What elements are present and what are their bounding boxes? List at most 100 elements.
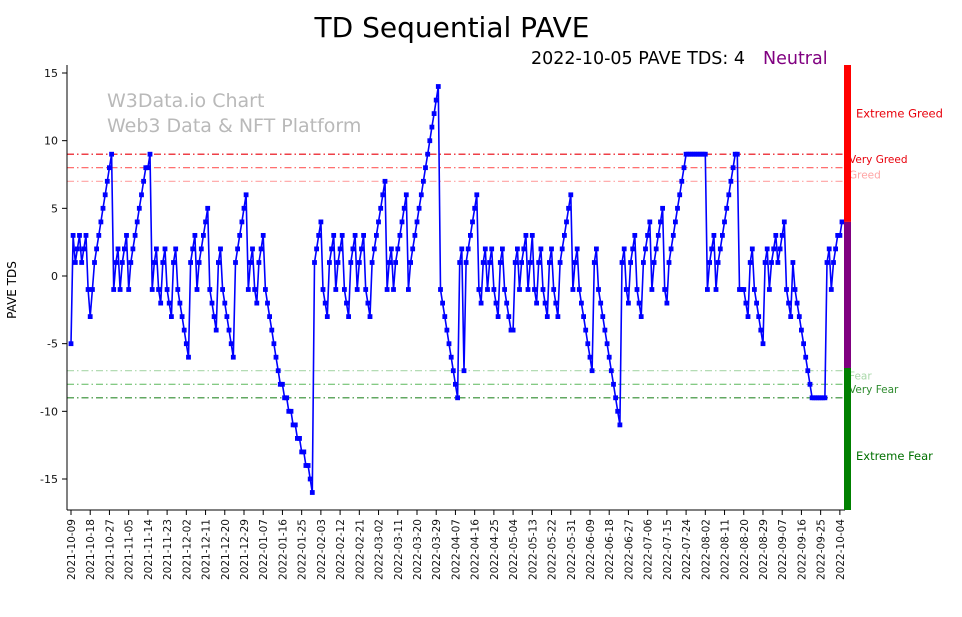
series-marker: [660, 205, 665, 211]
series-marker: [438, 287, 443, 292]
x-tick-label: 2022-05-13: [527, 519, 539, 580]
series-marker: [621, 246, 627, 252]
series-marker: [506, 314, 512, 319]
series-marker: [794, 300, 800, 306]
y-axis-label: PAVE TDS: [5, 261, 19, 319]
series-marker: [403, 192, 409, 198]
series-marker: [314, 246, 319, 252]
series-marker: [446, 341, 452, 347]
series-marker: [583, 327, 589, 333]
series-marker: [474, 192, 480, 198]
threshold-label: Very Greed: [849, 154, 908, 166]
series-marker: [205, 205, 211, 211]
series-marker: [598, 300, 604, 306]
series-marker: [641, 260, 646, 265]
series-marker: [115, 246, 121, 252]
series-marker: [92, 260, 97, 265]
series-marker: [104, 178, 110, 184]
series-marker: [623, 287, 629, 292]
series-marker: [559, 246, 565, 252]
series-marker: [126, 287, 132, 292]
series-marker: [549, 246, 554, 252]
series-marker: [222, 300, 228, 306]
x-tick-label: 2022-05-04: [508, 519, 520, 580]
series-marker: [728, 178, 734, 184]
series-marker: [414, 219, 420, 225]
series-marker: [352, 233, 358, 238]
x-tick-label: 2022-02-12: [335, 519, 347, 580]
series-marker: [267, 314, 272, 319]
series-marker: [448, 354, 454, 360]
threshold-label: Very Fear: [849, 384, 899, 396]
series-marker: [461, 368, 467, 374]
series-marker: [339, 233, 345, 238]
series-marker: [79, 260, 85, 265]
chart-title: TD Sequential PAVE: [314, 11, 590, 44]
series-marker: [169, 314, 174, 319]
series-marker: [280, 381, 285, 387]
series-marker: [211, 314, 217, 319]
series-marker: [397, 233, 403, 238]
series-marker: [453, 381, 458, 387]
series-marker: [779, 233, 785, 238]
series-marker: [512, 260, 518, 265]
series-marker: [502, 287, 507, 292]
x-tick-label: 2021-12-02: [181, 519, 193, 580]
y-tick-label: -10: [40, 405, 58, 418]
series-marker: [658, 219, 663, 225]
series-marker: [136, 205, 142, 211]
threshold-label: Fear: [849, 371, 872, 383]
series-marker: [713, 287, 719, 292]
series-marker: [109, 151, 114, 157]
series-marker: [769, 260, 774, 265]
series-marker: [602, 327, 608, 333]
series-marker: [154, 246, 159, 252]
series-marker: [327, 260, 332, 265]
series-marker: [581, 314, 586, 319]
series-marker: [715, 260, 721, 265]
series-marker: [117, 287, 123, 292]
series-marker: [329, 246, 334, 252]
series-marker: [386, 260, 392, 265]
series-marker: [342, 287, 347, 292]
series-marker: [604, 341, 610, 347]
series-marker: [608, 368, 614, 374]
series-marker: [722, 219, 727, 225]
series-marker: [100, 205, 106, 211]
series-marker: [758, 327, 764, 333]
threshold-label: Greed: [849, 169, 881, 181]
series-marker: [158, 300, 164, 306]
x-tick-label: 2022-08-02: [700, 519, 712, 580]
series-marker: [540, 287, 546, 292]
series-marker: [382, 178, 388, 184]
series-marker: [113, 260, 119, 265]
series-marker: [102, 192, 108, 198]
series-marker: [837, 233, 843, 238]
series-marker: [371, 246, 377, 252]
series-marker: [495, 314, 501, 319]
sentiment-bar-segment: [844, 221, 851, 369]
series-marker: [380, 192, 386, 198]
series-marker: [521, 246, 527, 252]
series-marker: [532, 287, 537, 292]
x-tick-label: 2022-05-22: [547, 519, 559, 580]
series-marker: [771, 246, 777, 252]
series-marker: [726, 192, 732, 198]
series-marker: [805, 368, 811, 374]
series-marker: [166, 300, 172, 306]
x-tick-label: 2022-02-03: [316, 519, 328, 580]
series-marker: [335, 260, 341, 265]
series-marker: [489, 246, 495, 252]
series-marker: [670, 233, 676, 238]
series-marker: [85, 287, 91, 292]
series-marker: [83, 233, 89, 238]
series-marker: [705, 287, 710, 292]
series-marker: [760, 341, 766, 347]
series-marker: [320, 287, 326, 292]
series-marker: [292, 422, 298, 428]
x-tick-label: 2022-03-02: [374, 519, 386, 580]
series-marker: [515, 246, 520, 252]
series-marker: [677, 192, 683, 198]
x-tick-label: 2021-11-14: [143, 519, 155, 580]
series-marker: [777, 246, 783, 252]
